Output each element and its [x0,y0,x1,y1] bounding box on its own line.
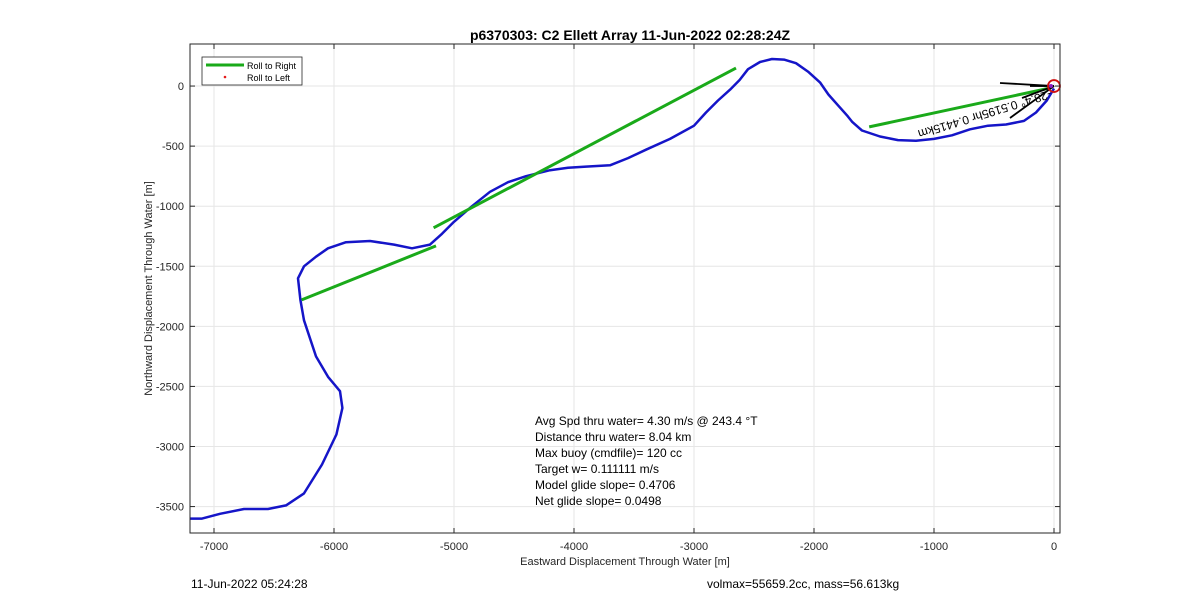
roll-right-segment [868,86,1049,129]
x-tick-label: -3000 [680,541,708,553]
x-tick-label: 0 [1051,541,1057,553]
plot-traces [190,57,1056,520]
annotation-line: Max buoy (cmdfile)= 120 cc [535,446,682,460]
y-tick-label: -3000 [156,441,184,453]
roll-right-segment [301,244,437,302]
x-tick-label: -7000 [200,541,228,553]
x-tick-label: -6000 [320,541,348,553]
footer-volmax-mass: volmax=55659.2cc, mass=56.613kg [707,577,900,591]
x-axis-label: Eastward Displacement Through Water [m] [520,556,730,568]
y-tick-label: 0 [178,81,184,93]
heading-fan [999,79,1061,119]
axis-ticks: -7000 -6000 -5000 -4000 -3000 -2000 -1000 0 0 -50… [156,44,1060,553]
y-tick-label: -2500 [156,381,184,393]
grid [190,44,1060,533]
annotation-line: Distance thru water= 8.04 km [535,430,691,444]
legend-marker-roll-left [223,75,227,79]
x-tick-label: -5000 [440,541,468,553]
y-axis-label: Northward Displacement Through Water [m] [143,181,155,396]
x-tick-label: -2000 [800,541,828,553]
y-tick-label: -3500 [156,502,184,514]
heading-ray [1009,85,1055,119]
legend-label-roll-left: Roll to Left [247,73,291,83]
annotation-line: Avg Spd thru water= 4.30 m/s @ 243.4 °T [535,414,758,428]
axes-box [189,43,1061,534]
annotation-line: Target w= 0.111111 m/s [535,462,659,476]
y-tick-label: -1500 [156,261,184,273]
x-tick-label: -4000 [560,541,588,553]
legend-label-roll-right: Roll to Right [247,61,297,71]
roll-right-segment [432,66,737,230]
footer-timestamp: 11-Jun-2022 05:24:28 [191,577,308,591]
chart-title: p6370303: C2 Ellett Array 11-Jun-2022 02… [470,27,791,43]
y-tick-label: -2000 [156,321,184,333]
annotation-line: Net glide slope= 0.0498 [535,494,662,508]
stats-annotation: Avg Spd thru water= 4.30 m/s @ 243.4 °T … [535,414,758,508]
legend: Roll to Right Roll to Left [201,56,303,86]
y-tick-label: -1000 [156,201,184,213]
origin-center-marker [1049,84,1053,89]
track-line [190,57,1056,520]
x-tick-label: -1000 [920,541,948,553]
annotation-line: Model glide slope= 0.4706 [535,478,676,492]
y-tick-label: -500 [162,141,184,153]
